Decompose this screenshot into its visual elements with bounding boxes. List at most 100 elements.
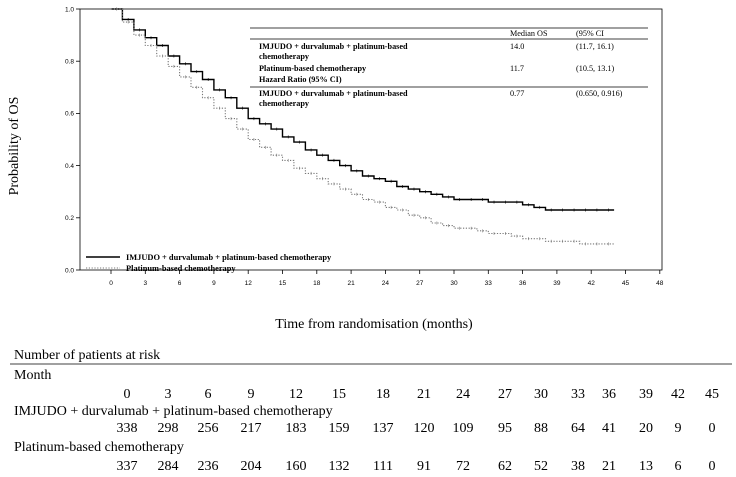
x-tick-label: 36 bbox=[519, 280, 527, 287]
x-tick-label: 12 bbox=[245, 280, 253, 287]
annotation-table: Median OS (95% CI IMJUDO + durvalumab + pl… bbox=[250, 27, 648, 108]
legend: IMJUDO + durvalumab + platinum-based che… bbox=[86, 253, 332, 273]
risk-count-value: 52 bbox=[534, 459, 548, 474]
x-tick-label: 18 bbox=[313, 280, 321, 287]
risk-count-value: 256 bbox=[198, 421, 219, 436]
risk-table-title: Number of patients at risk bbox=[14, 348, 160, 363]
risk-month-value: 36 bbox=[602, 387, 616, 402]
risk-count-value: 204 bbox=[241, 459, 262, 474]
risk-count-value: 13 bbox=[639, 459, 653, 474]
risk-count-value: 9 bbox=[675, 421, 682, 436]
risk-count-value: 64 bbox=[571, 421, 585, 436]
x-tick-label: 39 bbox=[553, 280, 561, 287]
legend-label-imjudo: IMJUDO + durvalumab + platinum-based che… bbox=[126, 253, 332, 262]
x-tick-label: 45 bbox=[622, 280, 630, 287]
risk-group-name: Platinum-based chemotherapy bbox=[14, 440, 184, 455]
risk-count-value: 72 bbox=[456, 459, 470, 474]
risk-count-value: 20 bbox=[639, 421, 653, 436]
risk-count-value: 298 bbox=[158, 421, 179, 436]
annotation-header-ci: (95% CI bbox=[576, 29, 604, 38]
risk-month-value: 27 bbox=[498, 387, 512, 402]
y-tick-label: 0.2 bbox=[65, 215, 74, 222]
x-tick-label: 30 bbox=[450, 280, 458, 287]
risk-group-name: IMJUDO + durvalumab + platinum-based che… bbox=[14, 404, 333, 419]
annotation-row-label: chemotherapy bbox=[259, 99, 310, 108]
risk-month-value: 0 bbox=[124, 387, 131, 402]
risk-month-value: 30 bbox=[534, 387, 548, 402]
risk-count-value: 109 bbox=[453, 421, 474, 436]
series-line-platinum-chemo bbox=[111, 8, 615, 245]
annotation-row-value: 11.7 bbox=[510, 64, 524, 73]
annotation-row-ci: (0.650, 0.916) bbox=[576, 89, 623, 98]
risk-count-value: 111 bbox=[373, 459, 393, 474]
risk-count-value: 41 bbox=[602, 421, 616, 436]
risk-month-value: 21 bbox=[417, 387, 431, 402]
risk-count-value: 95 bbox=[498, 421, 512, 436]
risk-count-value: 284 bbox=[158, 459, 179, 474]
y-tick-label: 0.4 bbox=[65, 163, 74, 170]
risk-count-value: 236 bbox=[198, 459, 219, 474]
risk-count-value: 88 bbox=[534, 421, 548, 436]
series-line-imjudo-durvalumab bbox=[111, 8, 615, 211]
annotation-row-value: 0.77 bbox=[510, 89, 524, 98]
annotation-row-ci: (11.7, 16.1) bbox=[576, 42, 614, 51]
annotation-row-label: chemotherapy bbox=[259, 52, 310, 61]
risk-count-value: 62 bbox=[498, 459, 512, 474]
risk-month-value: 12 bbox=[289, 387, 303, 402]
x-tick-label: 21 bbox=[347, 280, 355, 287]
y-tick-label: 1.0 bbox=[65, 6, 74, 13]
plot-frame bbox=[79, 8, 663, 271]
y-tick-label: 0.8 bbox=[65, 59, 74, 66]
y-axis-title: Probability of OS bbox=[7, 97, 22, 196]
annotation-row-label: IMJUDO + durvalumab + platinum-based bbox=[259, 42, 408, 51]
x-tick-label: 6 bbox=[178, 280, 182, 287]
x-tick-label: 27 bbox=[416, 280, 424, 287]
risk-month-value: 3 bbox=[165, 387, 172, 402]
risk-count-value: 38 bbox=[571, 459, 585, 474]
y-tick-label: 0.0 bbox=[65, 267, 74, 274]
plot-area: 0.00.20.40.60.81.00 3 6 9 12 15 18 21 24 27 30 33 36… bbox=[7, 6, 664, 332]
x-tick-label: 33 bbox=[485, 280, 493, 287]
risk-month-value: 6 bbox=[205, 387, 212, 402]
risk-month-value: 33 bbox=[571, 387, 585, 402]
risk-count-value: 217 bbox=[241, 421, 262, 436]
risk-count-value: 6 bbox=[675, 459, 682, 474]
x-tick-label: 24 bbox=[382, 280, 390, 287]
risk-month-value: 45 bbox=[705, 387, 719, 402]
risk-count-value: 337 bbox=[117, 459, 138, 474]
risk-month-value: 24 bbox=[456, 387, 470, 402]
annotation-row-ci: (10.5, 13.1) bbox=[576, 64, 614, 73]
risk-month-value: 39 bbox=[639, 387, 653, 402]
risk-count-value: 120 bbox=[414, 421, 435, 436]
x-tick-label: 42 bbox=[588, 280, 596, 287]
risk-count-value: 183 bbox=[286, 421, 307, 436]
risk-count-value: 0 bbox=[709, 459, 716, 474]
x-tick-label: 0 bbox=[109, 280, 113, 287]
risk-month-value: 15 bbox=[332, 387, 346, 402]
risk-count-value: 160 bbox=[286, 459, 307, 474]
legend-label-platinum: Platinum-based chemotherapy bbox=[126, 264, 236, 273]
x-tick-label: 15 bbox=[279, 280, 287, 287]
risk-month-label: Month bbox=[14, 368, 51, 383]
annotation-row-label: Hazard Ratio (95% CI) bbox=[259, 75, 342, 84]
x-tick-label: 9 bbox=[212, 280, 216, 287]
y-tick-label: 0.6 bbox=[65, 111, 74, 118]
risk-month-value: 9 bbox=[248, 387, 255, 402]
risk-month-value: 42 bbox=[671, 387, 685, 402]
risk-count-value: 137 bbox=[373, 421, 394, 436]
x-tick-label: 48 bbox=[656, 280, 664, 287]
annotation-row-label: Platinum-based chemotherapy bbox=[259, 64, 367, 73]
x-tick-label: 3 bbox=[143, 280, 147, 287]
risk-count-value: 21 bbox=[602, 459, 616, 474]
risk-count-value: 132 bbox=[329, 459, 350, 474]
risk-count-value: 159 bbox=[329, 421, 350, 436]
annotation-row-value: 14.0 bbox=[510, 42, 524, 51]
risk-count-value: 91 bbox=[417, 459, 431, 474]
risk-count-value: 338 bbox=[117, 421, 138, 436]
x-axis-title: Time from randomisation (months) bbox=[275, 317, 473, 332]
risk-count-value: 0 bbox=[709, 421, 716, 436]
annotation-header-median: Median OS bbox=[510, 29, 548, 38]
annotation-row-label: IMJUDO + durvalumab + platinum-based bbox=[259, 89, 408, 98]
